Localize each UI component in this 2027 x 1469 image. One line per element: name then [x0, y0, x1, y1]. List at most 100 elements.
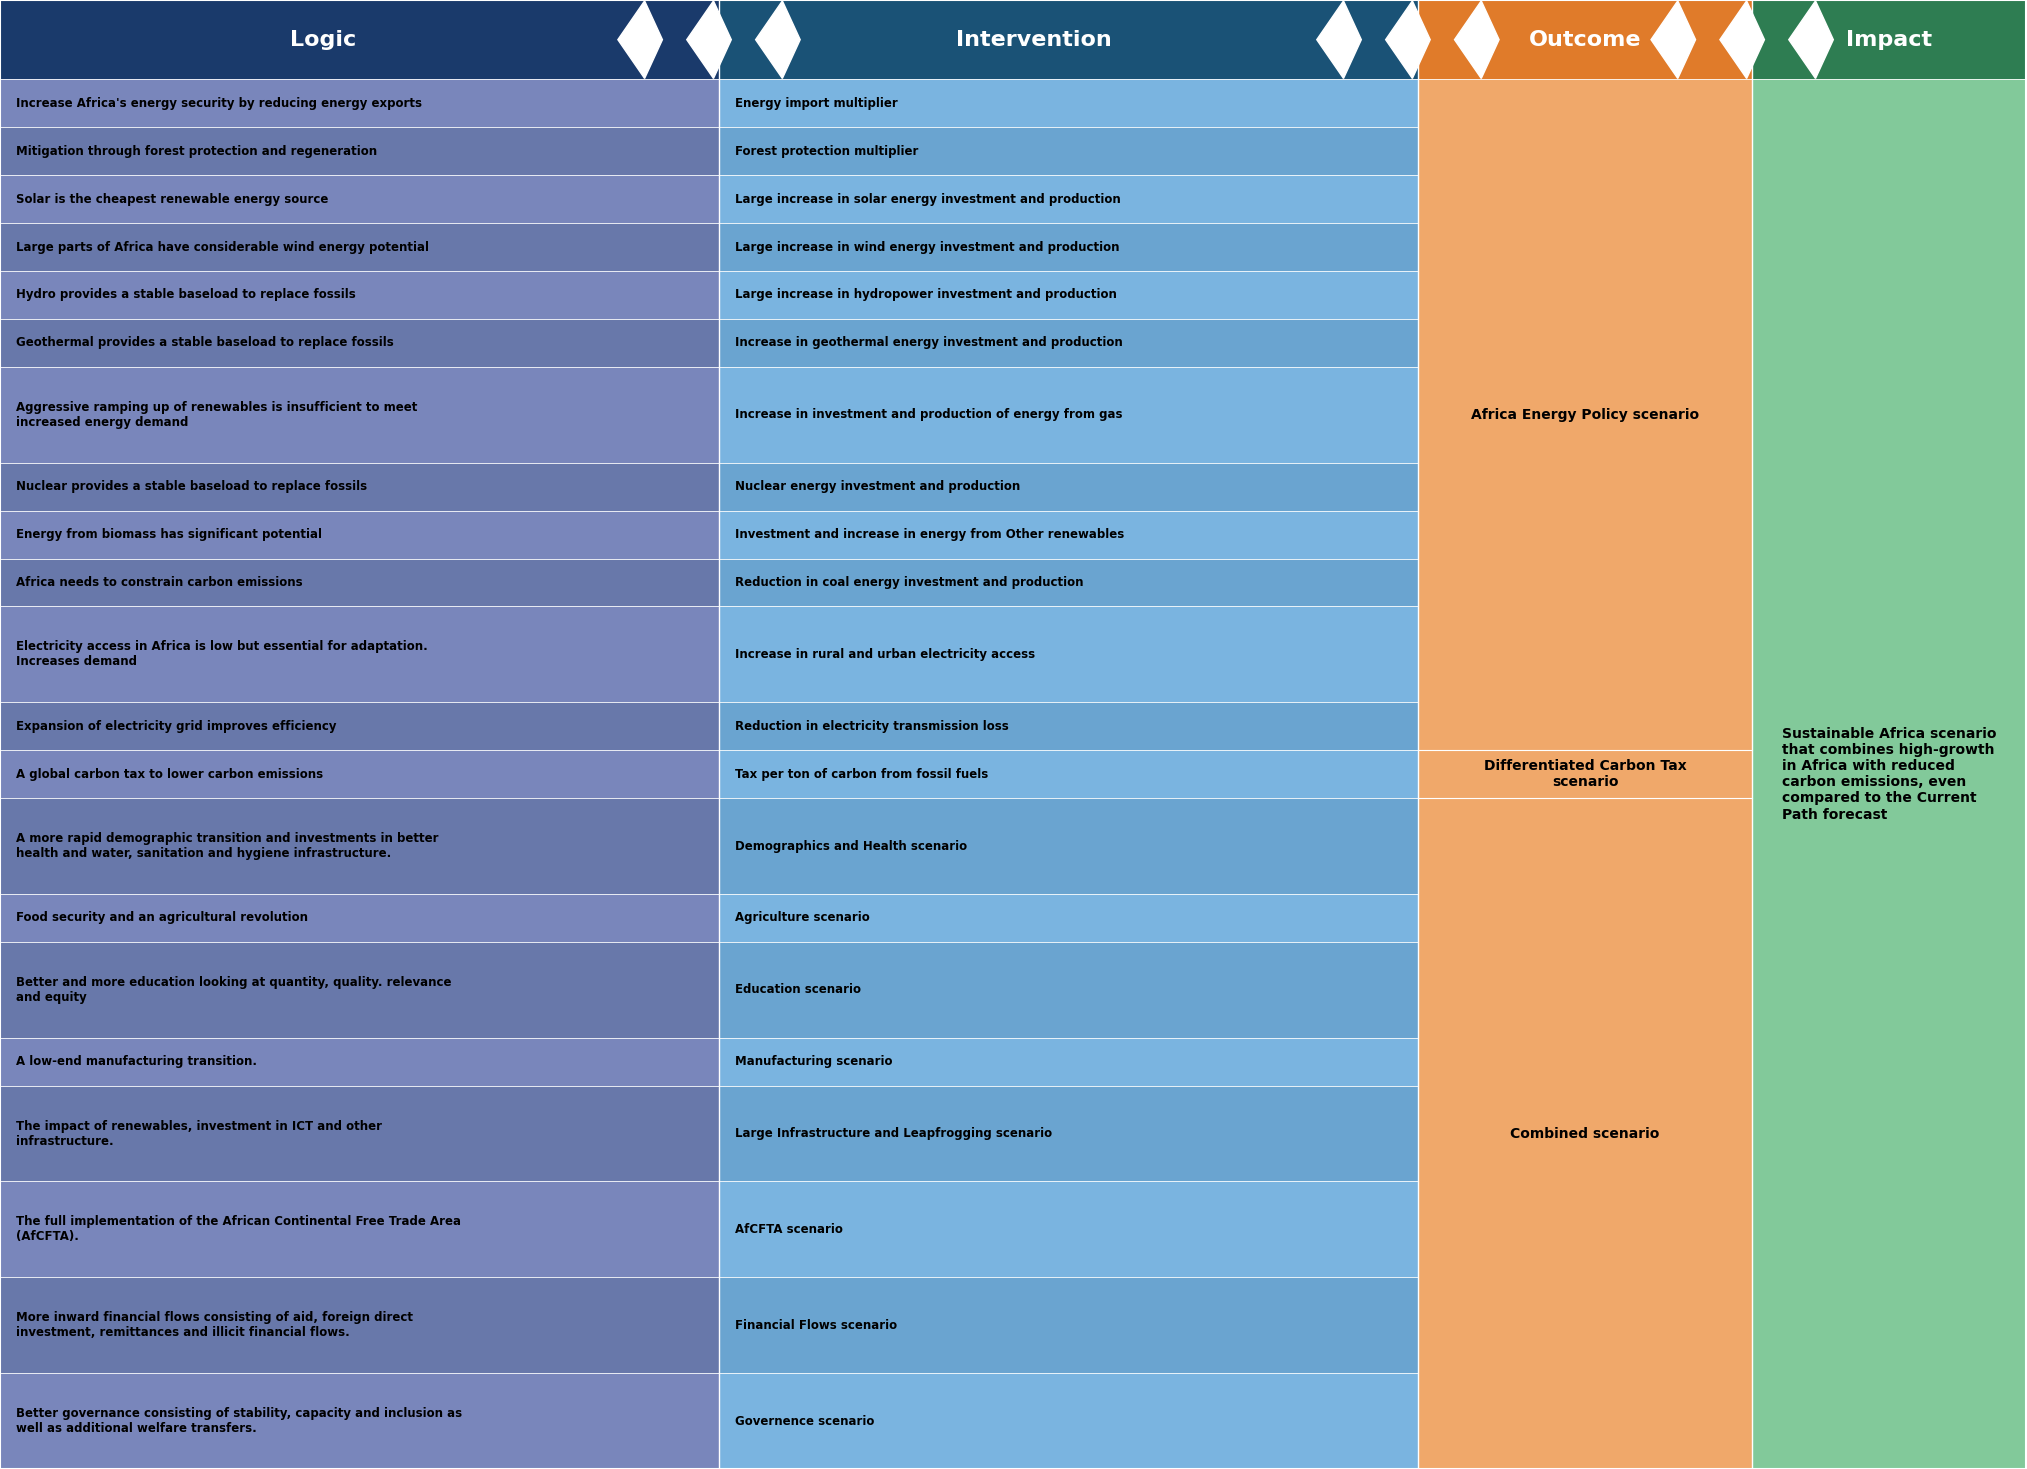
FancyBboxPatch shape: [0, 1374, 720, 1469]
Text: Reduction in electricity transmission loss: Reduction in electricity transmission lo…: [736, 720, 1009, 733]
Text: A more rapid demographic transition and investments in better
health and water, : A more rapid demographic transition and …: [16, 831, 438, 859]
FancyBboxPatch shape: [720, 607, 1419, 702]
FancyBboxPatch shape: [0, 270, 720, 319]
Text: Increase in geothermal energy investment and production: Increase in geothermal energy investment…: [736, 336, 1123, 350]
Text: Food security and an agricultural revolution: Food security and an agricultural revolu…: [16, 911, 308, 924]
Text: Reduction in coal energy investment and production: Reduction in coal energy investment and …: [736, 576, 1084, 589]
Text: Nuclear provides a stable baseload to replace fossils: Nuclear provides a stable baseload to re…: [16, 480, 367, 494]
FancyBboxPatch shape: [0, 798, 720, 895]
Text: AfCFTA scenario: AfCFTA scenario: [736, 1222, 843, 1235]
Text: Better governance consisting of stability, capacity and inclusion as
well as add: Better governance consisting of stabilit…: [16, 1407, 462, 1435]
FancyBboxPatch shape: [720, 511, 1419, 558]
Text: Governence scenario: Governence scenario: [736, 1415, 876, 1428]
Polygon shape: [1719, 1, 1763, 78]
Polygon shape: [1455, 1, 1500, 78]
Text: Africa Energy Policy scenario: Africa Energy Policy scenario: [1472, 408, 1699, 422]
FancyBboxPatch shape: [720, 895, 1419, 942]
FancyBboxPatch shape: [1751, 79, 2025, 1469]
Text: Mitigation through forest protection and regeneration: Mitigation through forest protection and…: [16, 145, 377, 157]
Text: Africa needs to constrain carbon emissions: Africa needs to constrain carbon emissio…: [16, 576, 302, 589]
FancyBboxPatch shape: [0, 558, 720, 607]
Text: Increase Africa's energy security by reducing energy exports: Increase Africa's energy security by red…: [16, 97, 422, 110]
FancyBboxPatch shape: [0, 751, 720, 798]
FancyBboxPatch shape: [720, 751, 1419, 798]
FancyBboxPatch shape: [720, 1037, 1419, 1086]
Polygon shape: [618, 1, 663, 78]
Text: Impact: Impact: [1847, 29, 1932, 50]
Text: Hydro provides a stable baseload to replace fossils: Hydro provides a stable baseload to repl…: [16, 288, 357, 301]
FancyBboxPatch shape: [720, 175, 1419, 223]
Text: Manufacturing scenario: Manufacturing scenario: [736, 1055, 892, 1068]
FancyBboxPatch shape: [720, 270, 1419, 319]
FancyBboxPatch shape: [0, 128, 720, 175]
Text: Large increase in hydropower investment and production: Large increase in hydropower investment …: [736, 288, 1117, 301]
FancyBboxPatch shape: [0, 1086, 720, 1181]
FancyBboxPatch shape: [0, 511, 720, 558]
FancyBboxPatch shape: [1419, 0, 1751, 79]
FancyBboxPatch shape: [0, 1278, 720, 1374]
Polygon shape: [756, 1, 801, 78]
FancyBboxPatch shape: [720, 1374, 1419, 1469]
Text: Electricity access in Africa is low but essential for adaptation.
Increases dema: Electricity access in Africa is low but …: [16, 640, 428, 668]
FancyBboxPatch shape: [1419, 798, 1751, 1469]
Text: A low-end manufacturing transition.: A low-end manufacturing transition.: [16, 1055, 257, 1068]
FancyBboxPatch shape: [720, 0, 1419, 79]
FancyBboxPatch shape: [1419, 79, 1751, 751]
FancyBboxPatch shape: [0, 895, 720, 942]
Text: The full implementation of the African Continental Free Trade Area
(AfCFTA).: The full implementation of the African C…: [16, 1215, 462, 1243]
Text: More inward financial flows consisting of aid, foreign direct
investment, remitt: More inward financial flows consisting o…: [16, 1312, 414, 1340]
Text: Increase in investment and production of energy from gas: Increase in investment and production of…: [736, 408, 1123, 422]
FancyBboxPatch shape: [720, 558, 1419, 607]
Text: Aggressive ramping up of renewables is insufficient to meet
increased energy dem: Aggressive ramping up of renewables is i…: [16, 401, 418, 429]
Text: The impact of renewables, investment in ICT and other
infrastructure.: The impact of renewables, investment in …: [16, 1119, 383, 1147]
Text: Large increase in wind energy investment and production: Large increase in wind energy investment…: [736, 241, 1119, 254]
Text: Increase in rural and urban electricity access: Increase in rural and urban electricity …: [736, 648, 1036, 661]
FancyBboxPatch shape: [0, 367, 720, 463]
FancyBboxPatch shape: [720, 1278, 1419, 1374]
FancyBboxPatch shape: [720, 79, 1419, 128]
FancyBboxPatch shape: [720, 319, 1419, 367]
Polygon shape: [1652, 1, 1695, 78]
FancyBboxPatch shape: [1751, 0, 2025, 79]
Polygon shape: [1386, 1, 1431, 78]
FancyBboxPatch shape: [720, 223, 1419, 270]
Polygon shape: [1318, 1, 1362, 78]
Text: Investment and increase in energy from Other renewables: Investment and increase in energy from O…: [736, 527, 1125, 541]
FancyBboxPatch shape: [720, 942, 1419, 1037]
FancyBboxPatch shape: [0, 702, 720, 751]
Text: Large Infrastructure and Leapfrogging scenario: Large Infrastructure and Leapfrogging sc…: [736, 1127, 1052, 1140]
Text: Solar is the cheapest renewable energy source: Solar is the cheapest renewable energy s…: [16, 192, 328, 206]
Text: Agriculture scenario: Agriculture scenario: [736, 911, 870, 924]
Text: Logic: Logic: [290, 29, 357, 50]
FancyBboxPatch shape: [720, 463, 1419, 511]
FancyBboxPatch shape: [0, 1181, 720, 1278]
Text: Sustainable Africa scenario
that combines high-growth
in Africa with reduced
car: Sustainable Africa scenario that combine…: [1782, 727, 1997, 821]
Text: Nuclear energy investment and production: Nuclear energy investment and production: [736, 480, 1022, 494]
FancyBboxPatch shape: [0, 319, 720, 367]
Text: Better and more education looking at quantity, quality. relevance
and equity: Better and more education looking at qua…: [16, 975, 452, 1003]
FancyBboxPatch shape: [0, 607, 720, 702]
Text: Tax per ton of carbon from fossil fuels: Tax per ton of carbon from fossil fuels: [736, 768, 989, 780]
Text: Energy from biomass has significant potential: Energy from biomass has significant pote…: [16, 527, 322, 541]
FancyBboxPatch shape: [1419, 751, 1751, 798]
FancyBboxPatch shape: [0, 79, 720, 128]
FancyBboxPatch shape: [720, 702, 1419, 751]
Text: Education scenario: Education scenario: [736, 983, 861, 996]
Text: Expansion of electricity grid improves efficiency: Expansion of electricity grid improves e…: [16, 720, 336, 733]
Polygon shape: [687, 1, 732, 78]
Text: Forest protection multiplier: Forest protection multiplier: [736, 145, 918, 157]
Text: Combined scenario: Combined scenario: [1510, 1127, 1660, 1140]
Text: Financial Flows scenario: Financial Flows scenario: [736, 1319, 898, 1332]
Text: Differentiated Carbon Tax
scenario: Differentiated Carbon Tax scenario: [1484, 759, 1686, 789]
Polygon shape: [1788, 1, 1832, 78]
Text: A global carbon tax to lower carbon emissions: A global carbon tax to lower carbon emis…: [16, 768, 324, 780]
Text: Demographics and Health scenario: Demographics and Health scenario: [736, 840, 967, 852]
Text: Geothermal provides a stable baseload to replace fossils: Geothermal provides a stable baseload to…: [16, 336, 393, 350]
FancyBboxPatch shape: [0, 175, 720, 223]
FancyBboxPatch shape: [0, 0, 720, 79]
FancyBboxPatch shape: [0, 1037, 720, 1086]
FancyBboxPatch shape: [720, 128, 1419, 175]
FancyBboxPatch shape: [0, 463, 720, 511]
FancyBboxPatch shape: [720, 1086, 1419, 1181]
FancyBboxPatch shape: [720, 1181, 1419, 1278]
